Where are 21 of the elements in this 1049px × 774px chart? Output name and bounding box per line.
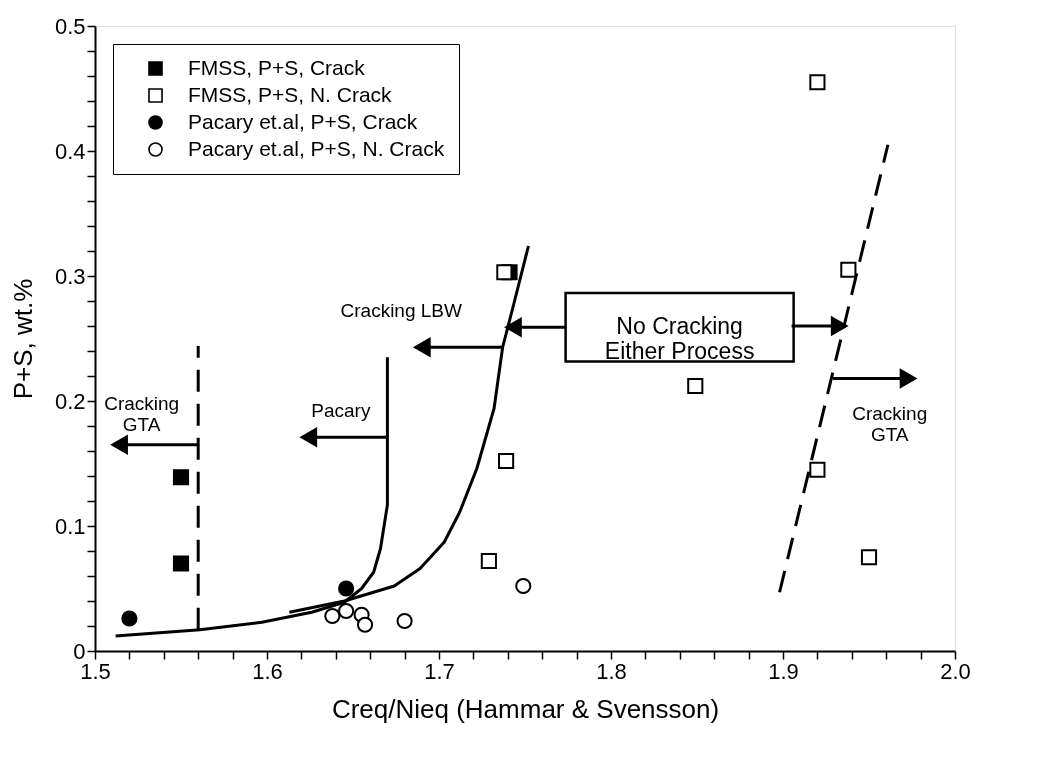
y-tick-label: 0.4 [54, 138, 86, 164]
legend-label: FMSS, P+S, Crack [188, 55, 366, 79]
y-tick-label: 0.2 [54, 388, 86, 414]
x-tick-label: 1.9 [768, 658, 799, 684]
y-axis-title: P+S, wt.% [7, 278, 38, 400]
legend-label: Pacary et.al, P+S, N. Crack [188, 136, 445, 160]
x-tick-label: 1.8 [596, 658, 627, 684]
legend-label: Pacary et.al, P+S, Crack [188, 109, 418, 133]
legend-label: FMSS, P+S, N. Crack [188, 82, 393, 106]
x-tick-label: 1.7 [424, 658, 455, 684]
y-tick-label: 0.3 [54, 263, 86, 289]
y-tick-label: 0.5 [54, 13, 86, 39]
series-label: Cracking GTA [852, 402, 928, 445]
series-label: No Cracking Either Process [604, 313, 755, 365]
x-axis-title: Creq/Nieq (Hammar & Svensson) [331, 693, 720, 724]
x-tick-label: 1.6 [252, 658, 283, 684]
x-tick-label: 2.0 [940, 658, 971, 684]
y-tick-label: 0.1 [54, 513, 86, 539]
legend-label: Cracking GTA [104, 392, 180, 435]
series-label: Cracking LBW [340, 300, 462, 322]
series-label: Pacary [311, 400, 371, 422]
